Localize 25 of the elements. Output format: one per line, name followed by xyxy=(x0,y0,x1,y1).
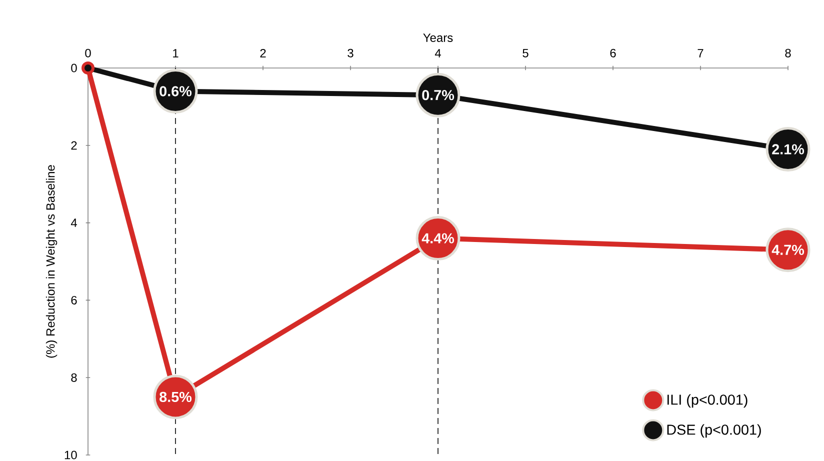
x-tick-label: 2 xyxy=(260,48,266,58)
x-tick-label: 6 xyxy=(610,48,616,58)
data-label: 4.4% xyxy=(422,233,454,244)
x-tick-label: 4 xyxy=(434,49,441,58)
x-tick-label: 1 xyxy=(173,49,178,58)
y-tick-label: 8 xyxy=(71,373,77,382)
legend-label: DSE (p<0.001) xyxy=(667,424,761,438)
y-tick-label: 6 xyxy=(71,296,77,304)
data-label: 2.1% xyxy=(772,144,804,154)
data-label: 8.5% xyxy=(160,392,192,402)
y-tick-label: 10 xyxy=(64,450,77,460)
x-tick-label: 7 xyxy=(698,49,704,58)
data-label: 4.7% xyxy=(772,244,804,255)
y-tick-label: 4 xyxy=(70,218,77,227)
x-tick-label: 0 xyxy=(85,48,91,58)
x-tick-label: 8 xyxy=(785,48,791,58)
y-axis-title: (%) Reduction in Weight vs Baseline xyxy=(46,165,58,358)
legend-label: ILI (p<0.001) xyxy=(667,394,748,408)
x-axis-title: Years xyxy=(423,34,453,42)
y-tick-label: 2 xyxy=(71,141,77,150)
y-tick-label: 0 xyxy=(71,64,77,72)
data-label: 0.7% xyxy=(422,90,454,100)
data-label: 0.6% xyxy=(160,86,192,96)
x-tick-label: 3 xyxy=(348,48,354,58)
x-tick-label: 5 xyxy=(522,48,528,58)
